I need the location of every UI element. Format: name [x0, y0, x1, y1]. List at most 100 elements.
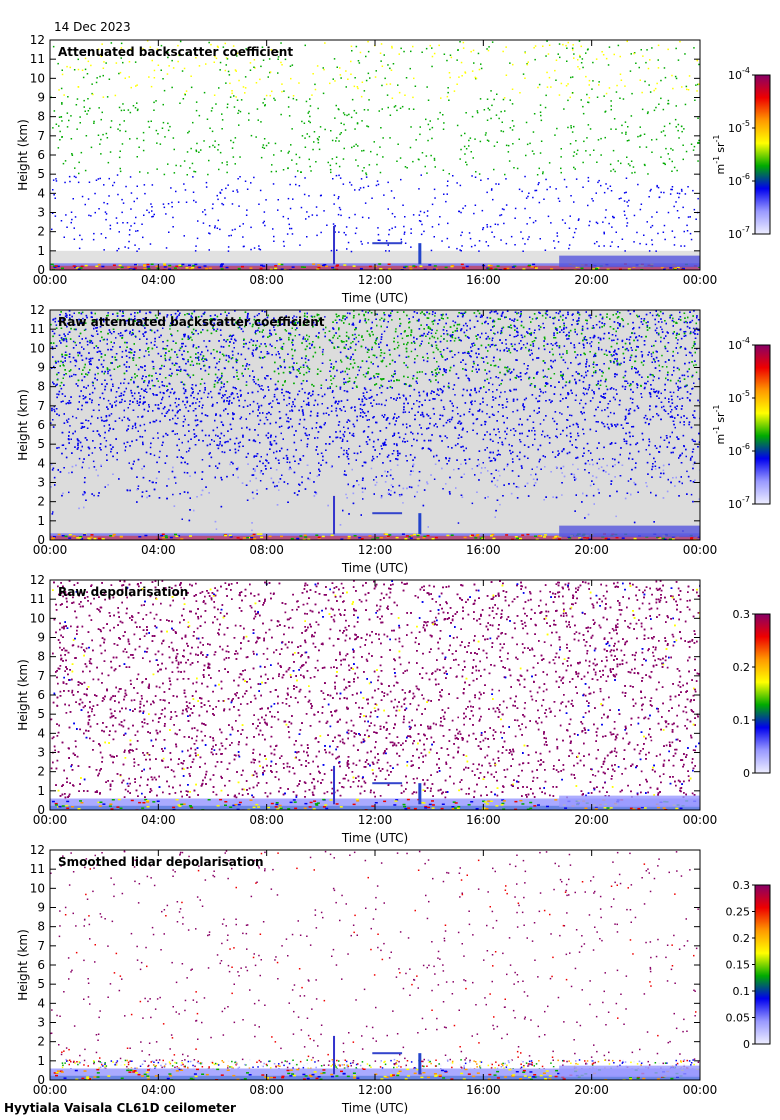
x-tick-label: 00:00 [33, 273, 68, 287]
x-tick-label: 00:00 [33, 543, 68, 557]
colorbar-tick-label: 0.05 [726, 1012, 751, 1025]
y-tick-label: 10 [30, 341, 45, 355]
x-tick-label: 08:00 [249, 543, 284, 557]
y-tick-label: 10 [30, 71, 45, 85]
y-tick-label: 11 [30, 862, 45, 876]
colorbar-unit-sr: sr [714, 412, 727, 423]
y-tick-label: 9 [37, 361, 45, 375]
colorbar-tick-label: 10-7 [728, 495, 750, 511]
colorbar-tick-label: 0.2 [733, 932, 751, 945]
y-tick-label: 9 [37, 901, 45, 915]
x-tick-label: 00:00 [33, 813, 68, 827]
colorbar-tick-label: 10-7 [728, 225, 750, 241]
y-tick-label: 10 [30, 611, 45, 625]
colorbar-tick-label: 0.1 [733, 985, 751, 998]
colorbar-tick-exp: -6 [742, 172, 750, 181]
y-tick-label: 9 [37, 631, 45, 645]
y-tick-label: 3 [37, 746, 45, 760]
y-tick-label: 11 [30, 592, 45, 606]
x-tick-label: 08:00 [249, 273, 284, 287]
x-tick-label: 12:00 [358, 813, 393, 827]
x-axis-label: Time (UTC) [341, 1101, 408, 1115]
x-axis-label: Time (UTC) [341, 831, 408, 845]
y-tick-label: 10 [30, 881, 45, 895]
y-tick-label: 0 [37, 263, 45, 277]
y-tick-label: 3 [37, 1016, 45, 1030]
colorbar-tick-label: 0.3 [733, 879, 751, 892]
y-tick-label: 5 [37, 167, 45, 181]
y-tick-label: 12 [30, 843, 45, 857]
y-tick-label: 7 [37, 939, 45, 953]
colorbar-scale [754, 74, 771, 235]
y-tick-label: 4 [37, 996, 45, 1010]
colorbar-2: 10-410-510-610-7m-1sr-1 [712, 336, 771, 511]
y-tick-label: 0 [37, 803, 45, 817]
y-axis-label: Height (km) [16, 659, 30, 730]
y-tick-label: 8 [37, 650, 45, 664]
colorbar-tick-label: 10-6 [728, 172, 750, 188]
colorbar-scale [754, 884, 771, 1045]
y-tick-label: 2 [37, 495, 45, 509]
y-tick-label: 2 [37, 765, 45, 779]
plot-area-1 [50, 40, 700, 270]
colorbar-tick-label: 0.15 [726, 959, 751, 972]
colorbar-tick-exp: -5 [742, 389, 750, 398]
panel-title: Smoothed lidar depolarisation [58, 855, 264, 869]
y-tick-label: 3 [37, 206, 45, 220]
y-tick-label: 6 [37, 418, 45, 432]
y-tick-label: 11 [30, 52, 45, 66]
x-tick-label: 04:00 [141, 813, 176, 827]
x-tick-label: 04:00 [141, 543, 176, 557]
date-label: 14 Dec 2023 [54, 20, 131, 34]
y-tick-label: 2 [37, 1035, 45, 1049]
y-tick-label: 2 [37, 225, 45, 239]
colorbar-tick-base: 10 [728, 445, 742, 458]
x-tick-label: 00:00 [683, 813, 718, 827]
colorbar-tick-exp: -7 [742, 495, 750, 504]
y-tick-label: 4 [37, 186, 45, 200]
panel-title: Attenuated backscatter coefficient [58, 45, 293, 59]
x-axis-label: Time (UTC) [341, 291, 408, 305]
y-tick-label: 11 [30, 322, 45, 336]
colorbar-scale [754, 613, 771, 774]
colorbar-tick-base: 10 [728, 392, 742, 405]
colorbar-unit-m-exp: -1 [712, 426, 721, 434]
plot-area-4 [50, 850, 700, 1080]
colorbar-tick-label: 0.2 [733, 661, 751, 674]
y-tick-label: 3 [37, 476, 45, 490]
x-tick-label: 20:00 [574, 543, 609, 557]
y-axis-label: Height (km) [16, 929, 30, 1000]
y-axis-label: Height (km) [16, 119, 30, 190]
y-tick-label: 0 [37, 533, 45, 547]
x-tick-label: 16:00 [466, 273, 501, 287]
x-tick-label: 08:00 [249, 813, 284, 827]
colorbar-unit: m-1sr-1 [712, 405, 727, 445]
y-tick-label: 12 [30, 303, 45, 317]
x-tick-label: 20:00 [574, 1083, 609, 1097]
colorbar-tick-label: 10-4 [728, 336, 750, 352]
colorbar-tick-exp: -5 [742, 119, 750, 128]
y-tick-label: 1 [37, 1054, 45, 1068]
colorbar-tick-label: 0 [743, 767, 750, 780]
colorbar-tick-base: 10 [728, 175, 742, 188]
colorbar-unit-sr: sr [714, 142, 727, 153]
x-tick-label: 12:00 [358, 1083, 393, 1097]
colorbar-tick-exp: -7 [742, 225, 750, 234]
x-tick-label: 12:00 [358, 273, 393, 287]
colorbar-tick-label: 10-6 [728, 442, 750, 458]
y-tick-label: 8 [37, 920, 45, 934]
colorbar-tick-label: 0.3 [733, 608, 751, 621]
y-tick-label: 0 [37, 1073, 45, 1087]
colorbar-3: 0.3 0.2 0.1 0 [733, 608, 771, 780]
x-tick-label: 16:00 [466, 813, 501, 827]
panel-title: Raw attenuated backscatter coefficient [58, 315, 325, 329]
colorbar-tick-exp: -4 [742, 336, 750, 345]
colorbar-scale [754, 344, 771, 505]
colorbar-tick-base: 10 [728, 339, 742, 352]
y-tick-label: 7 [37, 129, 45, 143]
x-tick-label: 20:00 [574, 273, 609, 287]
